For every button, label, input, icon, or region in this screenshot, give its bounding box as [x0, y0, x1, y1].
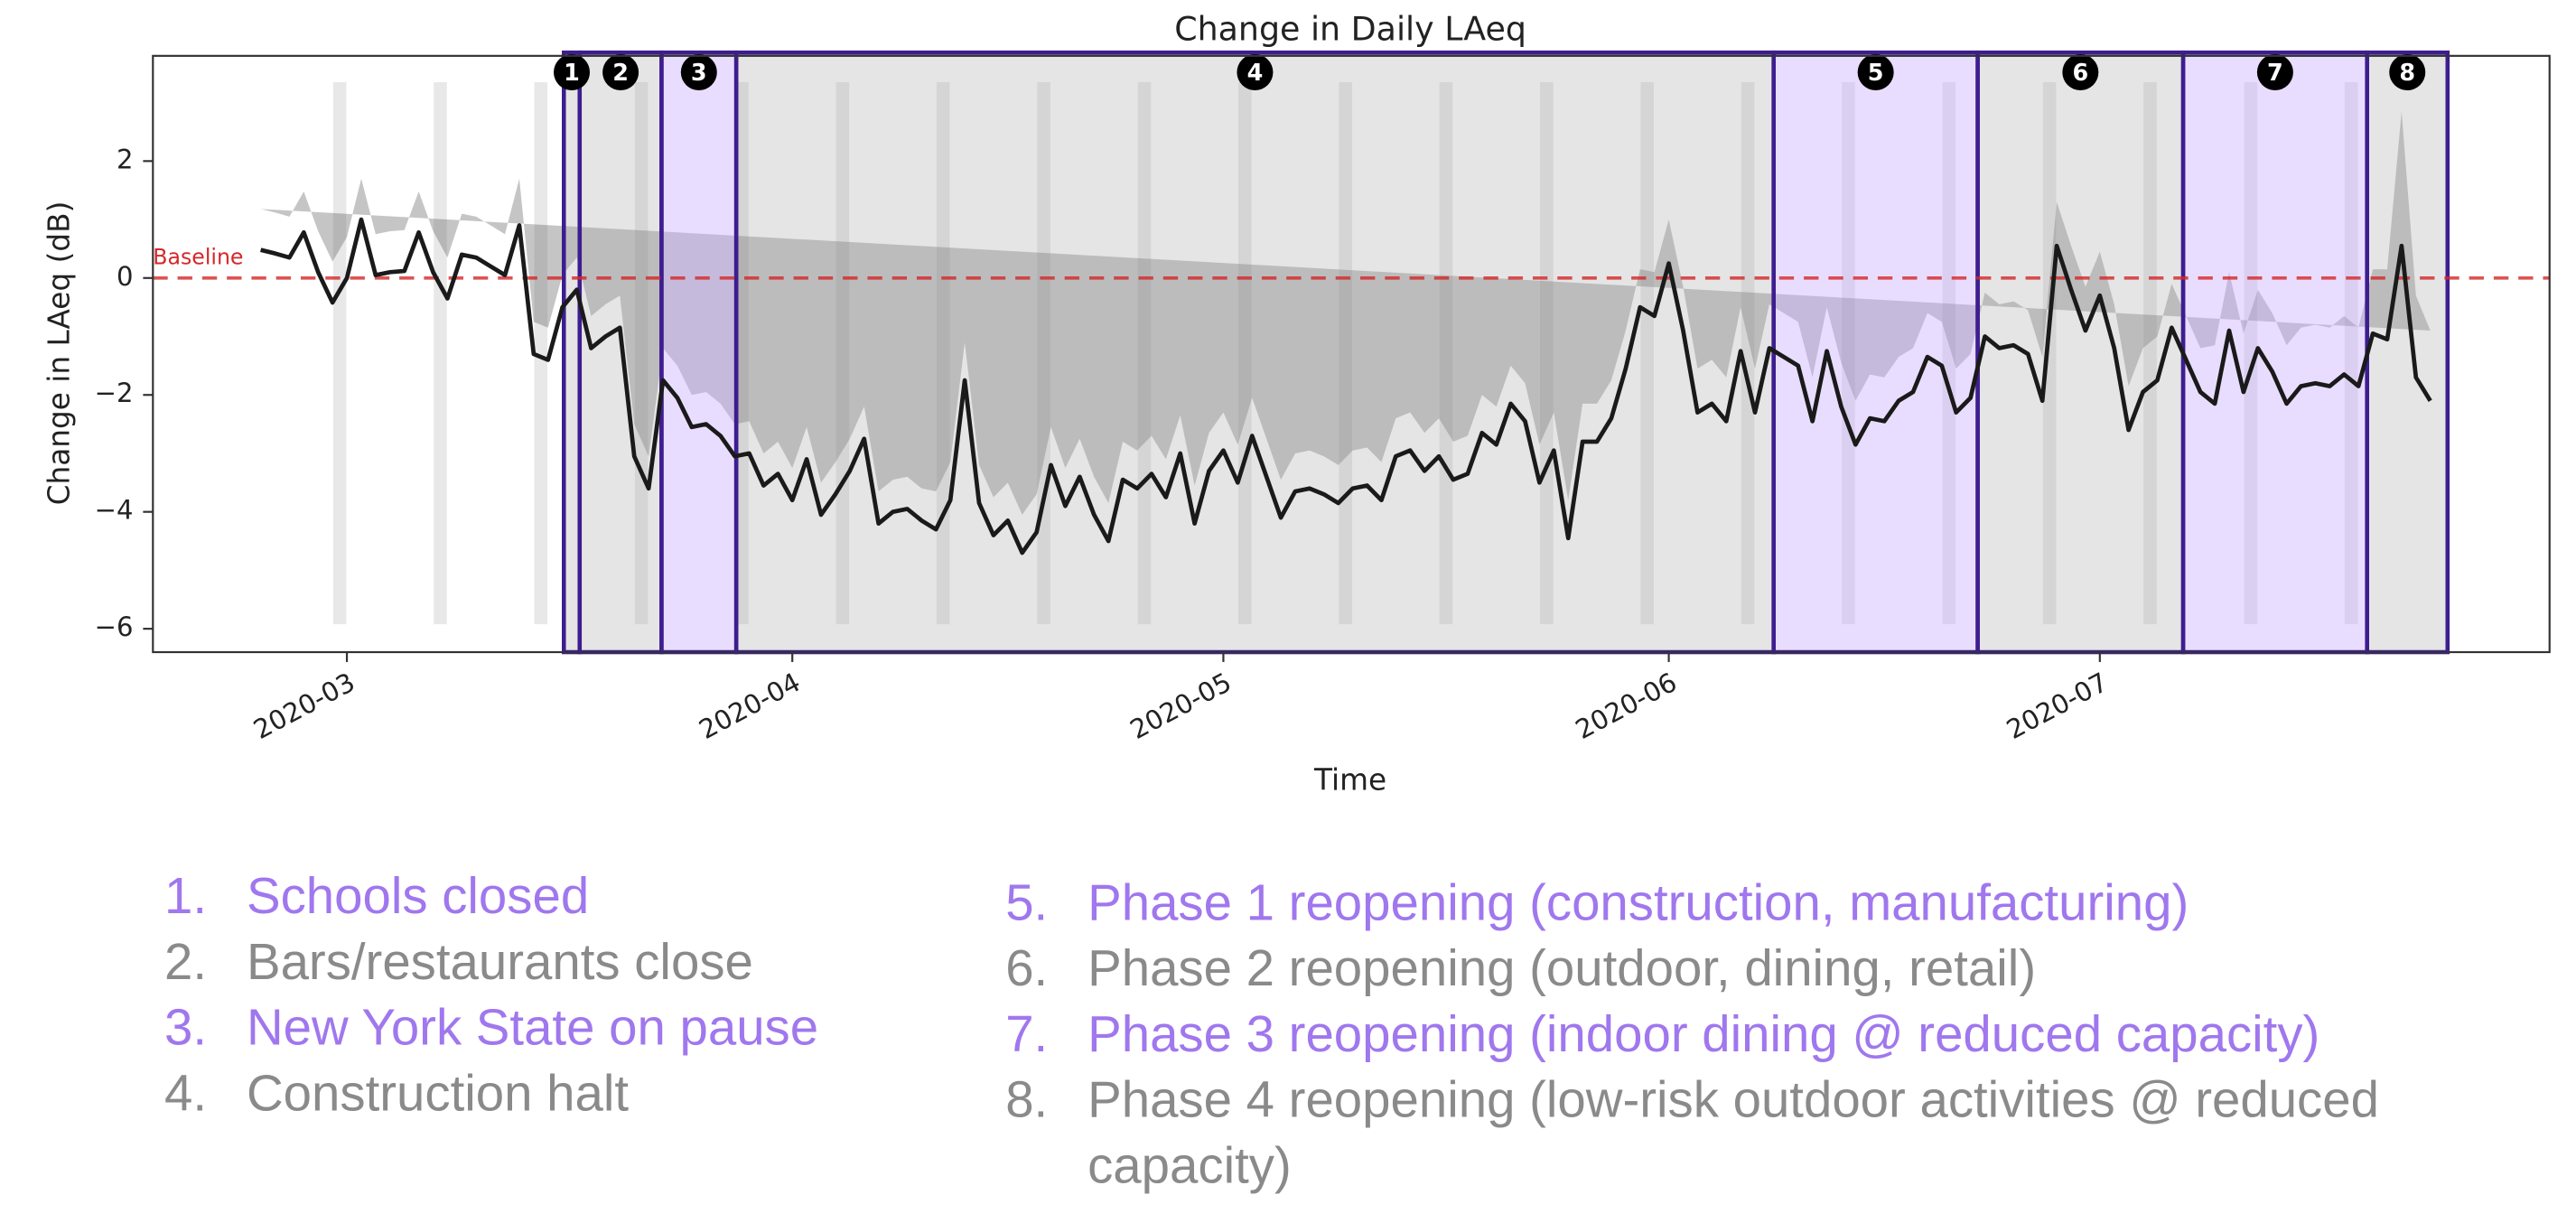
note-text: Phase 1 reopening (construction, manufac… [1087, 873, 2189, 932]
note-item: 6. Phase 2 reopening (outdoor, dining, re… [1005, 937, 2402, 1003]
note-text: Construction halt [246, 1064, 630, 1123]
y-tick-label: −6 [95, 611, 134, 642]
note-text: Phase 4 reopening (low-risk outdoor acti… [1087, 1070, 2379, 1195]
note-text: Phase 2 reopening (outdoor, dining, reta… [1087, 939, 2037, 997]
x-tick-label: 2020-04 [694, 667, 805, 745]
weekend-stripe [1741, 81, 1755, 625]
y-tick-label: 0 [117, 261, 134, 292]
notes-area: 1. Schools closed 2. Bars/restaurants close… [0, 831, 2576, 1225]
note-item: 8. Phase 4 reopening (low-risk outdoor ac… [1005, 1068, 2402, 1199]
y-axis-label: Change in LAeq (dB) [42, 201, 76, 506]
weekend-stripe [1238, 81, 1252, 625]
phase-marker [1237, 54, 1274, 91]
phase-region [2180, 50, 2369, 655]
y-tick-label: −2 [95, 378, 134, 408]
phase-label: 3 [691, 60, 707, 87]
phase-marker [2389, 54, 2426, 91]
phase-label: 6 [2072, 60, 2088, 87]
note-number: 7. [1005, 1005, 1049, 1063]
note-text: Schools closed [246, 867, 590, 925]
weekend-stripe [2244, 81, 2258, 625]
note-text: Bars/restaurants close [246, 933, 753, 991]
weekend-stripe [1339, 81, 1352, 625]
baseline-label: Baseline [153, 244, 243, 269]
weekend-stripe [534, 81, 548, 625]
notes: 1. Schools closed 2. Bars/restaurants close… [0, 831, 2576, 1225]
notes-column: 5. Phase 1 reopening (construction, manuf… [1005, 871, 2402, 1199]
weekend-stripe [2143, 81, 2157, 625]
note-number: 1. [164, 867, 208, 925]
note-number: 6. [1005, 939, 1049, 997]
phase-region [1771, 50, 1980, 655]
weekend-stripe [2344, 81, 2358, 625]
note-number: 5. [1005, 873, 1049, 932]
note-item: 7. Phase 3 reopening (indoor dining @ red… [1005, 1002, 2402, 1068]
phase-region [561, 50, 583, 655]
phase-marker [1857, 54, 1894, 91]
weekend-stripe [1137, 81, 1152, 625]
plot-frame [152, 54, 2551, 654]
note-item: 4. Construction halt [164, 1061, 818, 1127]
series-line [260, 217, 2432, 555]
phase-marker [2256, 54, 2293, 91]
phase-label: 1 [564, 60, 580, 87]
phase-region [1975, 50, 2186, 655]
x-tick-label: 2020-07 [2002, 667, 2113, 745]
note-number: 8. [1005, 1070, 1049, 1129]
note-number: 4. [164, 1064, 208, 1123]
weekend-stripe [634, 81, 649, 625]
weekend-stripe [1640, 81, 1654, 625]
note-number: 3. [164, 998, 208, 1057]
phase-label: 4 [1247, 60, 1264, 87]
x-tick-label: 2020-06 [1571, 667, 1682, 745]
phase-marker [2062, 54, 2099, 91]
phase-region [659, 50, 739, 655]
weekend-stripe [936, 81, 950, 625]
phase-marker [680, 54, 717, 91]
phase-label: 2 [612, 60, 629, 87]
note-item: 3. New York State on pause [164, 995, 818, 1061]
weekend-stripe [1439, 81, 1453, 625]
y-tick-label: −4 [95, 495, 134, 526]
note-number: 2. [164, 933, 208, 991]
phase-marker [602, 54, 639, 91]
phase-label: 5 [1868, 60, 1884, 87]
weekend-stripe [735, 81, 749, 625]
note-text: New York State on pause [246, 998, 819, 1057]
y-tick-label: 2 [117, 144, 134, 174]
phase-marker [554, 54, 591, 91]
weekend-stripe [1842, 81, 1855, 625]
x-tick-label: 2020-05 [1125, 667, 1237, 745]
phase-region [2365, 50, 2450, 655]
phase-region [733, 50, 1776, 655]
note-item: 2. Bars/restaurants close [164, 929, 818, 995]
phase-label: 8 [2399, 60, 2415, 87]
phase-label: 7 [2267, 60, 2283, 87]
notes-column: 1. Schools closed 2. Bars/restaurants close… [164, 864, 818, 1127]
chart-title: Change in Daily LAeq [1174, 10, 1526, 49]
x-tick-label: 2020-03 [248, 667, 359, 745]
weekend-stripe [332, 81, 347, 625]
weekend-stripe [434, 81, 447, 625]
weekend-stripe [2042, 81, 2057, 625]
weekend-stripe [1540, 81, 1554, 625]
note-text: Phase 3 reopening (indoor dining @ reduc… [1087, 1005, 2320, 1063]
confidence-band [260, 111, 2431, 515]
weekend-stripe [1942, 81, 1956, 625]
note-item: 5. Phase 1 reopening (construction, manuf… [1005, 871, 2402, 937]
note-item: 1. Schools closed [164, 864, 818, 930]
x-axis-label: Time [1313, 763, 1386, 798]
